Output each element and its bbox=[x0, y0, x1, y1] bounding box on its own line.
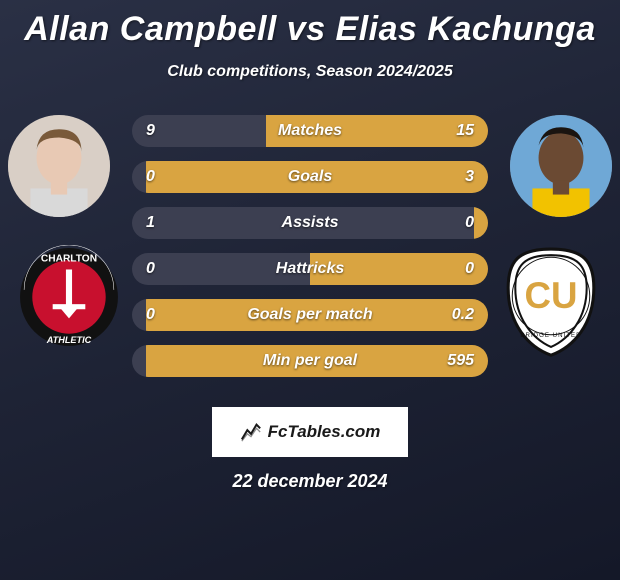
page-title: Allan Campbell vs Elias Kachunga bbox=[0, 0, 620, 49]
player1-avatar bbox=[8, 115, 110, 217]
stat-value-player1: 0 bbox=[146, 168, 155, 186]
stat-value-player1: 0 bbox=[146, 260, 155, 278]
stat-label: Goals bbox=[288, 168, 332, 186]
stat-row: 1 Assists 0 bbox=[132, 207, 488, 239]
comparison-area: CHARLTON ATHLETIC CU BRIDGE UNITED 9 Matc… bbox=[0, 109, 620, 389]
svg-text:CU: CU bbox=[524, 275, 577, 316]
stat-row: 0 Goals 3 bbox=[132, 161, 488, 193]
player2-avatar bbox=[510, 115, 612, 217]
chart-icon bbox=[240, 421, 262, 443]
svg-text:BRIDGE UNITED: BRIDGE UNITED bbox=[520, 332, 581, 339]
stat-value-player1: 1 bbox=[146, 214, 155, 232]
stat-label: Min per goal bbox=[263, 352, 357, 370]
stat-label: Matches bbox=[278, 122, 342, 140]
stat-label: Assists bbox=[282, 214, 339, 232]
svg-text:CHARLTON: CHARLTON bbox=[41, 253, 97, 264]
stat-value-player2: 0 bbox=[465, 214, 474, 232]
player1-crest: CHARLTON ATHLETIC bbox=[18, 245, 120, 357]
stat-value-player2: 0.2 bbox=[452, 306, 474, 324]
stat-label: Hattricks bbox=[276, 260, 344, 278]
stat-value-player1: 0 bbox=[146, 306, 155, 324]
stat-fill-player1 bbox=[132, 299, 146, 331]
stat-row: 0 Hattricks 0 bbox=[132, 253, 488, 285]
subtitle: Club competitions, Season 2024/2025 bbox=[0, 63, 620, 81]
svg-text:ATHLETIC: ATHLETIC bbox=[46, 335, 92, 345]
brand-text: FcTables.com bbox=[268, 422, 381, 442]
stat-label: Goals per match bbox=[247, 306, 372, 324]
stat-row: 9 Matches 15 bbox=[132, 115, 488, 147]
stat-fill-player1 bbox=[132, 345, 146, 377]
stat-value-player2: 3 bbox=[465, 168, 474, 186]
stat-fill-player1 bbox=[132, 161, 146, 193]
date-text: 22 december 2024 bbox=[0, 471, 620, 492]
stat-row: Min per goal 595 bbox=[132, 345, 488, 377]
brand-logo: FcTables.com bbox=[212, 407, 408, 457]
stat-value-player2: 0 bbox=[465, 260, 474, 278]
stat-value-player2: 595 bbox=[447, 352, 474, 370]
player2-crest: CU BRIDGE UNITED bbox=[500, 245, 602, 357]
stat-value-player1: 9 bbox=[146, 122, 155, 140]
stat-value-player2: 15 bbox=[456, 122, 474, 140]
stats-list: 9 Matches 15 0 Goals 3 1 Assists 0 0 Hattricks 0 0 Go… bbox=[132, 115, 488, 391]
stat-fill-player2 bbox=[474, 207, 488, 239]
stat-row: 0 Goals per match 0.2 bbox=[132, 299, 488, 331]
